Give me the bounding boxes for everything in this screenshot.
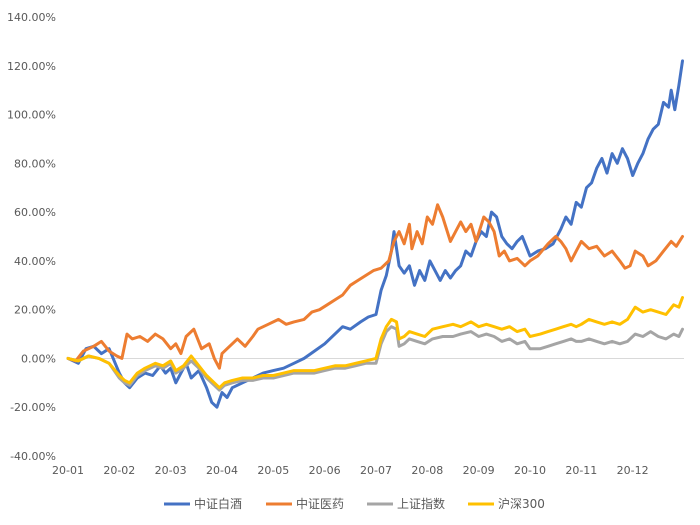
- y-tick-label: 100.00%: [7, 109, 56, 122]
- x-tick-label: 20-05: [257, 464, 289, 477]
- y-tick-label: 120.00%: [7, 60, 56, 73]
- x-axis-ticks: 20-01 20-02 20-03 20-04 20-05 20-06 20-07 20-08…: [52, 464, 649, 477]
- y-tick-label: 80.00%: [14, 157, 56, 170]
- x-tick-label: 20-03: [155, 464, 187, 477]
- y-tick-label: 40.00%: [14, 255, 56, 268]
- x-tick-label: 20-06: [309, 464, 341, 477]
- legend: 中证白酒 中证医药 上证指数 沪深300: [164, 496, 545, 511]
- y-tick-label: -20.00%: [10, 401, 56, 414]
- legend-label-0: 中证白酒: [194, 496, 242, 511]
- x-tick-label: 20-02: [103, 464, 135, 477]
- y-tick-label: 0.00%: [21, 352, 56, 365]
- y-axis-ticks: -40.00% -20.00% 0.00% 20.00% 40.00% 60.00% 80.…: [7, 11, 56, 463]
- series-line-3: [66, 296, 684, 390]
- x-tick-label: 20-01: [52, 464, 84, 477]
- x-tick-label: 20-11: [565, 464, 597, 477]
- x-tick-label: 20-10: [514, 464, 546, 477]
- y-tick-label: -40.00%: [10, 450, 56, 463]
- y-tick-label: 20.00%: [14, 304, 56, 317]
- series-lines: [66, 59, 684, 409]
- x-tick-label: 20-04: [206, 464, 238, 477]
- legend-label-1: 中证医药: [296, 496, 344, 511]
- y-tick-label: 140.00%: [7, 11, 56, 24]
- x-tick-label: 20-09: [463, 464, 495, 477]
- legend-label-3: 沪深300: [498, 497, 545, 511]
- x-tick-label: 20-07: [360, 464, 392, 477]
- y-tick-label: 60.00%: [14, 206, 56, 219]
- x-tick-label: 20-08: [411, 464, 443, 477]
- series-line-1: [66, 203, 684, 370]
- series-line-0: [66, 59, 684, 409]
- legend-label-2: 上证指数: [397, 496, 445, 511]
- x-tick-label: 20-12: [617, 464, 649, 477]
